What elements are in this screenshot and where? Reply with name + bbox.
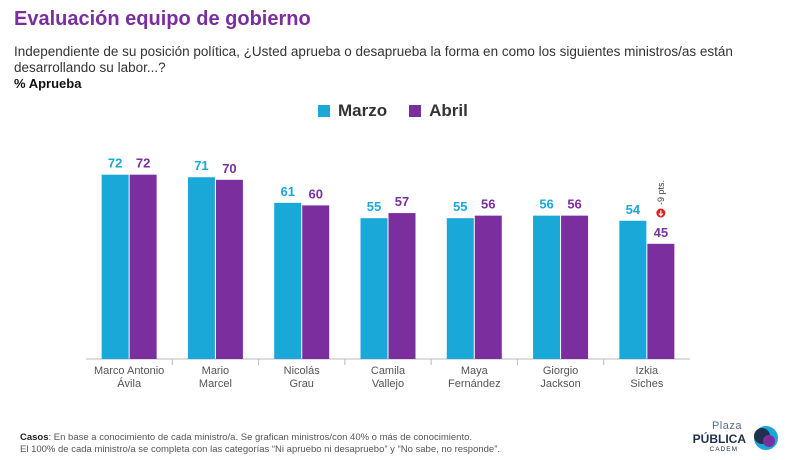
legend-swatch-marzo bbox=[318, 105, 330, 117]
x-tick-label: Camila bbox=[371, 365, 406, 377]
x-tick-label: Marco Antonio bbox=[94, 365, 164, 377]
data-label-marzo: 71 bbox=[194, 158, 208, 173]
x-tick-label: Siches bbox=[630, 378, 664, 390]
data-label-abril: 72 bbox=[136, 156, 150, 171]
bar-abril bbox=[215, 179, 243, 359]
data-label-abril: 56 bbox=[481, 197, 495, 212]
bar-abril bbox=[474, 215, 502, 359]
data-label-abril: 45 bbox=[654, 225, 668, 240]
x-tick-label: Nicolás bbox=[284, 365, 321, 377]
x-tick-label: Ávila bbox=[117, 377, 142, 390]
x-tick-label: Jackson bbox=[540, 378, 580, 390]
legend-label-marzo: Marzo bbox=[338, 101, 388, 120]
footnote-label: Casos bbox=[20, 432, 49, 443]
bar-marzo bbox=[101, 174, 129, 359]
x-tick-label: Mario bbox=[202, 365, 230, 377]
bar-marzo bbox=[187, 177, 215, 359]
bar-abril bbox=[388, 213, 416, 359]
x-tick-label: Izkia bbox=[636, 365, 660, 377]
data-label-marzo: 54 bbox=[626, 202, 641, 217]
bar-marzo bbox=[533, 215, 561, 359]
data-label-marzo: 61 bbox=[280, 184, 294, 199]
data-label-abril: 56 bbox=[567, 197, 581, 212]
metric-label: % Aprueba bbox=[14, 76, 82, 91]
plaza-publica-logo: Plaza PÚBLICA CADEM bbox=[646, 420, 786, 456]
down-arrow-glyph bbox=[658, 210, 664, 217]
footnote: Casos: En base a conocimiento de cada mi… bbox=[20, 432, 660, 456]
legend-label-abril: Abril bbox=[429, 101, 468, 120]
x-tick-label: Grau bbox=[289, 378, 313, 390]
logo-mark-icon bbox=[754, 426, 778, 450]
x-tick-label: Giorgio bbox=[543, 365, 578, 377]
bar-marzo bbox=[274, 202, 302, 359]
bar-abril bbox=[129, 174, 157, 359]
data-label-marzo: 56 bbox=[539, 197, 553, 212]
legend: Marzo Abril bbox=[318, 101, 468, 121]
legend-item-abril: Abril bbox=[409, 101, 468, 121]
footnote-line-2: El 100% de cada ministro/a se completa c… bbox=[20, 444, 501, 455]
data-label-marzo: 55 bbox=[367, 199, 381, 214]
bar-marzo bbox=[619, 220, 647, 359]
footnote-line-1: Casos: En base a conocimiento de cada mi… bbox=[20, 432, 660, 444]
legend-swatch-abril bbox=[409, 105, 422, 117]
data-label-marzo: 55 bbox=[453, 199, 467, 214]
chart-subtitle: Independiente de su posición política, ¿… bbox=[14, 44, 733, 75]
data-label-abril: 70 bbox=[222, 161, 236, 176]
logo-text-plaza: Plaza bbox=[711, 420, 742, 432]
data-label-abril: 57 bbox=[395, 194, 409, 209]
data-label-marzo: 72 bbox=[108, 156, 122, 171]
legend-item-marzo: Marzo bbox=[318, 101, 387, 121]
bar-marzo bbox=[360, 218, 388, 359]
bar-abril bbox=[302, 205, 330, 359]
x-tick-label: Vallejo bbox=[372, 378, 404, 390]
x-tick-label: Fernández bbox=[448, 378, 501, 390]
data-label-abril: 60 bbox=[308, 186, 322, 201]
chart-title: Evaluación equipo de gobierno bbox=[14, 8, 311, 30]
logo-text-cadem: CADEM bbox=[709, 446, 738, 453]
bar-abril bbox=[647, 243, 675, 359]
change-annotation: -9 pts. bbox=[656, 180, 666, 205]
logo-text-publica: PÚBLICA bbox=[692, 432, 746, 446]
bar-abril bbox=[561, 215, 589, 359]
bar-marzo bbox=[446, 218, 474, 359]
x-tick-label: Maya bbox=[461, 365, 489, 377]
x-tick-label: Marcel bbox=[199, 378, 232, 390]
footnote-text-1: : En base a conocimiento de cada ministr… bbox=[48, 432, 473, 443]
